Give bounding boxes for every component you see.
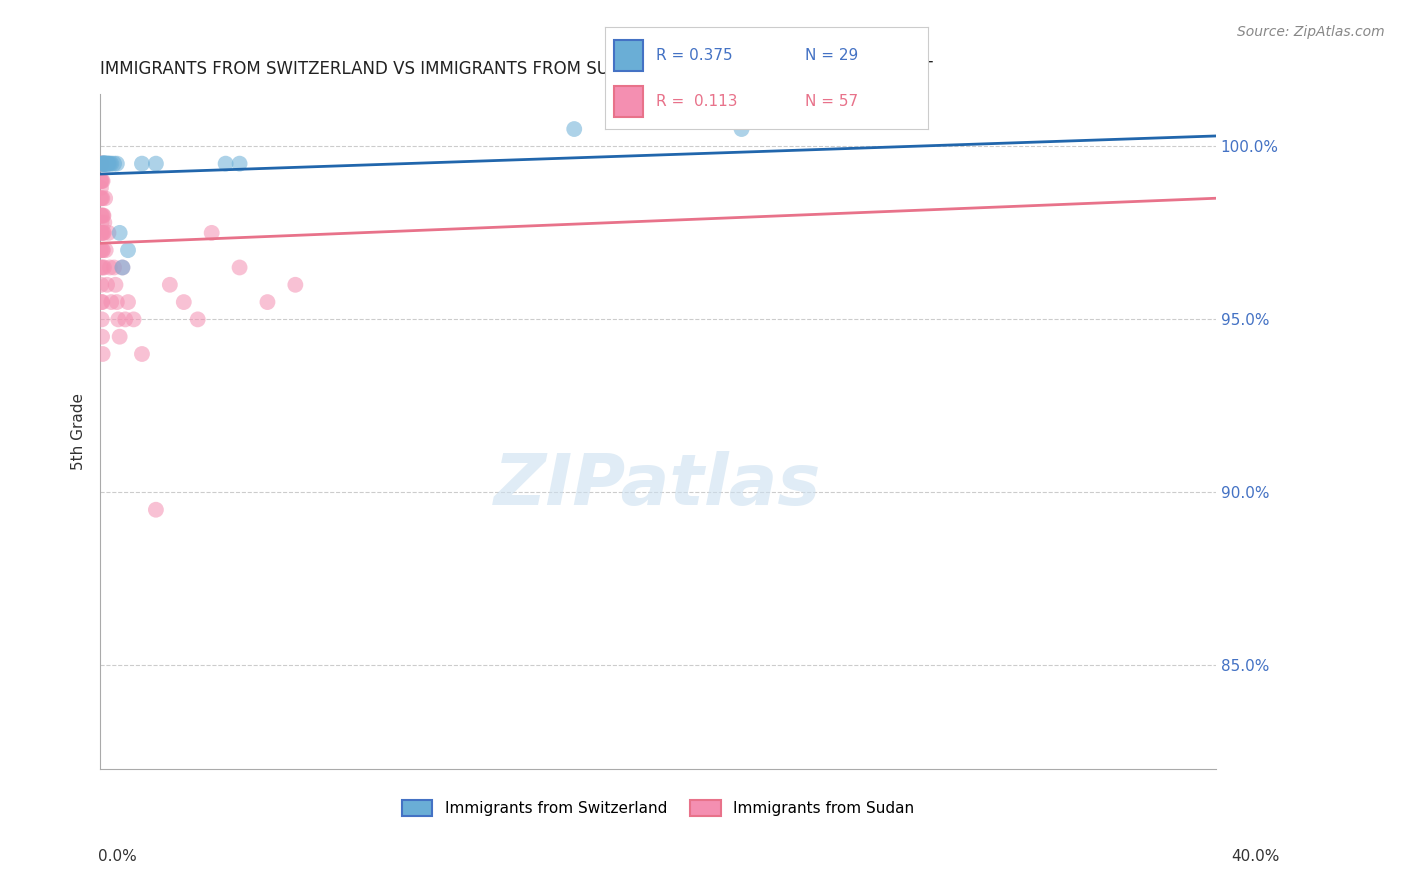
Point — [97, 156, 120, 170]
Point — [90, 312, 112, 326]
Point — [105, 156, 128, 170]
Legend: Immigrants from Switzerland, Immigrants from Sudan: Immigrants from Switzerland, Immigrants … — [396, 794, 920, 822]
Point — [256, 295, 278, 310]
Point — [93, 260, 115, 275]
Point — [90, 215, 112, 229]
FancyBboxPatch shape — [614, 87, 644, 117]
Point — [90, 156, 112, 170]
Point — [91, 226, 114, 240]
Point — [90, 156, 112, 170]
Text: Source: ZipAtlas.com: Source: ZipAtlas.com — [1237, 25, 1385, 39]
Point — [90, 156, 112, 170]
Point — [100, 295, 122, 310]
Y-axis label: 5th Grade: 5th Grade — [72, 393, 86, 470]
Point — [284, 277, 307, 292]
Point — [93, 156, 115, 170]
Point — [90, 209, 112, 223]
Point — [111, 260, 134, 275]
Point — [94, 156, 117, 170]
Point — [131, 347, 153, 361]
Point — [228, 156, 250, 170]
Point — [91, 156, 114, 170]
Point — [562, 122, 585, 136]
Point — [91, 295, 114, 310]
Point — [145, 156, 167, 170]
Point — [173, 295, 195, 310]
Point — [94, 156, 117, 170]
Point — [91, 260, 114, 275]
Point — [91, 347, 114, 361]
Point — [117, 243, 139, 257]
Point — [93, 215, 115, 229]
Point — [98, 156, 121, 170]
Point — [91, 156, 114, 170]
Point — [90, 191, 112, 205]
Point — [90, 174, 112, 188]
Point — [159, 277, 181, 292]
Text: N = 29: N = 29 — [806, 48, 858, 63]
Point — [91, 243, 114, 257]
Point — [90, 295, 112, 310]
Point — [100, 156, 122, 170]
Point — [90, 260, 112, 275]
Point — [93, 209, 115, 223]
Point — [214, 156, 236, 170]
Point — [145, 502, 167, 516]
Point — [96, 156, 118, 170]
Point — [89, 174, 111, 188]
Point — [228, 260, 250, 275]
Point — [98, 260, 121, 275]
Point — [93, 156, 115, 170]
Text: 0.0%: 0.0% — [98, 849, 138, 863]
Point — [90, 277, 112, 292]
Point — [96, 277, 118, 292]
Point — [105, 295, 128, 310]
Point — [93, 156, 115, 170]
Text: N = 57: N = 57 — [806, 95, 858, 109]
Point — [91, 243, 114, 257]
Point — [90, 181, 112, 195]
Point — [114, 312, 136, 326]
Point — [104, 277, 127, 292]
Point — [201, 226, 224, 240]
Point — [111, 260, 134, 275]
Point — [91, 156, 114, 170]
Point — [90, 243, 112, 257]
Point — [93, 156, 115, 170]
Point — [93, 226, 115, 240]
Text: 40.0%: 40.0% — [1232, 849, 1279, 863]
Point — [90, 156, 112, 170]
Point — [91, 209, 114, 223]
Point — [90, 191, 112, 205]
Point — [90, 226, 112, 240]
Text: ZIPatlas: ZIPatlas — [494, 451, 821, 520]
Point — [103, 156, 125, 170]
Text: R =  0.113: R = 0.113 — [657, 95, 738, 109]
Point — [91, 329, 114, 343]
Text: IMMIGRANTS FROM SWITZERLAND VS IMMIGRANTS FROM SUDAN 5TH GRADE CORRELATION CHART: IMMIGRANTS FROM SWITZERLAND VS IMMIGRANT… — [100, 60, 932, 78]
FancyBboxPatch shape — [614, 40, 644, 70]
Point — [90, 209, 112, 223]
Point — [122, 312, 145, 326]
Point — [91, 191, 114, 205]
Point — [107, 312, 129, 326]
Point — [91, 226, 114, 240]
Point — [94, 191, 117, 205]
Point — [108, 329, 131, 343]
Point — [117, 295, 139, 310]
Point — [96, 156, 118, 170]
Point — [131, 156, 153, 170]
Text: R = 0.375: R = 0.375 — [657, 48, 733, 63]
Point — [97, 226, 120, 240]
Point — [97, 156, 120, 170]
Point — [91, 174, 114, 188]
Point — [93, 156, 115, 170]
Point — [108, 226, 131, 240]
Point — [730, 122, 752, 136]
Point — [90, 174, 112, 188]
Point — [94, 243, 117, 257]
Point — [94, 156, 117, 170]
Point — [103, 260, 125, 275]
Point — [187, 312, 209, 326]
